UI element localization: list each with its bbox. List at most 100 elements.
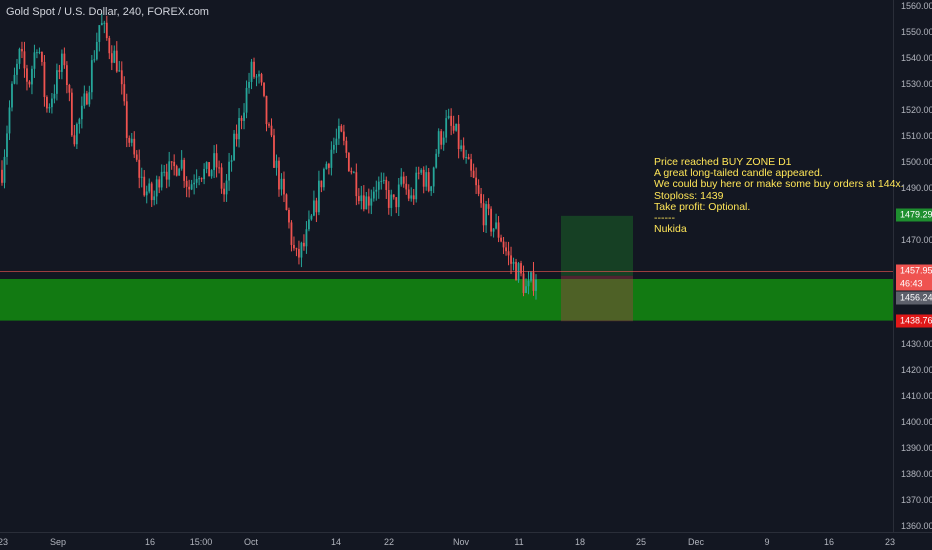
candle-body [457,123,460,150]
candle-body [415,172,418,200]
time-tick: 22 [383,537,395,547]
candle-body [422,169,425,187]
time-tick: 23 [0,537,9,547]
candle-body [440,131,443,145]
candle-body [41,51,43,62]
candle-body [148,183,151,192]
candle-body [392,194,395,198]
candle-body [525,286,527,293]
time-axis[interactable]: 23 Sep 16 15:00 Oct 14 22 Nov 11 18 25 D… [0,532,895,550]
candle-body [505,247,507,252]
candle-body [480,193,483,204]
candle-body [300,242,303,258]
candle-body [335,138,338,145]
candle-body [522,273,525,293]
candle-body [337,125,340,139]
candle-body [377,181,380,190]
candle-body [203,168,206,180]
candle-body [33,52,36,69]
candle-body [250,61,253,82]
candle-body [412,195,415,200]
candle-body [318,180,320,213]
candle-body [78,119,81,125]
candle-body [510,255,512,264]
candle-body [160,171,163,188]
note-line: A great long-tailed candle appeared. [654,167,823,180]
candle-body [13,74,16,84]
candle-body [462,145,465,158]
candle-body [51,98,53,108]
candle-body [265,95,268,125]
stoploss-box [561,275,633,322]
candle-body [103,22,106,24]
candle-body [405,183,408,190]
candle-body [133,138,136,155]
candle-body [472,170,475,178]
candle-body [420,169,423,173]
candle-body [517,263,520,281]
candle-body [362,195,365,210]
candle-body [260,74,263,83]
candle-body [342,131,345,141]
candle-body [1,169,3,183]
candle-body [425,172,428,187]
candle-body [357,196,360,202]
candle-body [145,191,148,196]
time-tick: 14 [330,537,342,547]
candle-body [210,170,213,177]
candle-body [115,50,118,72]
candle-body [120,70,123,85]
candle-body [477,185,480,194]
candle-body [198,178,201,180]
candle-body [385,179,388,190]
candle-body [205,162,208,169]
candle-body [65,65,68,86]
candle-body [68,85,71,93]
candle-body [100,23,103,26]
candle-body [305,229,308,247]
candle-body [285,194,288,211]
time-tick: 9 [764,537,770,547]
price-tick: 1550.00 [901,27,932,37]
candle-body [293,244,295,249]
candle-body [387,189,390,208]
candle-body [175,166,178,176]
candle-body [497,222,500,238]
price-axis[interactable]: 1560.00 1550.00 1540.00 1530.00 1520.00 … [893,0,932,532]
candle-body [520,263,522,274]
candle-body [83,93,86,106]
candle-body [492,228,495,232]
candle-body [447,115,450,119]
candle-body [125,101,128,138]
current-price-label: 1457.95 [896,264,932,278]
candle-body [233,133,235,161]
candle-body [215,153,218,168]
candle-body [535,279,537,291]
candle-body [382,179,385,181]
candle-body [113,50,116,63]
trade-note[interactable]: Price reached BUY ZONE D1 A great long-t… [654,156,904,235]
candle-body [31,68,33,85]
candle-body [280,178,283,190]
time-tick: 11 [514,537,524,547]
candle-body [270,125,273,136]
candle-body [190,184,193,190]
candle-body [320,180,323,188]
candle-body [402,176,405,184]
candle-body [275,160,278,168]
time-tick: Dec [687,537,705,547]
candle-body [278,160,280,190]
candle-body [310,215,313,220]
candle-body [200,178,203,180]
candle-body [432,167,435,187]
candle-body [313,200,315,216]
price-tick: 1410.00 [901,391,932,401]
time-tick: 16 [823,537,835,547]
candle-body [455,123,458,131]
symbol-title[interactable]: Gold Spot / U.S. Dollar, 240, FOREX.com [6,6,209,18]
entry-price-label: 1456.24 [896,291,932,305]
candle-body [220,167,223,189]
candle-body [490,208,492,232]
